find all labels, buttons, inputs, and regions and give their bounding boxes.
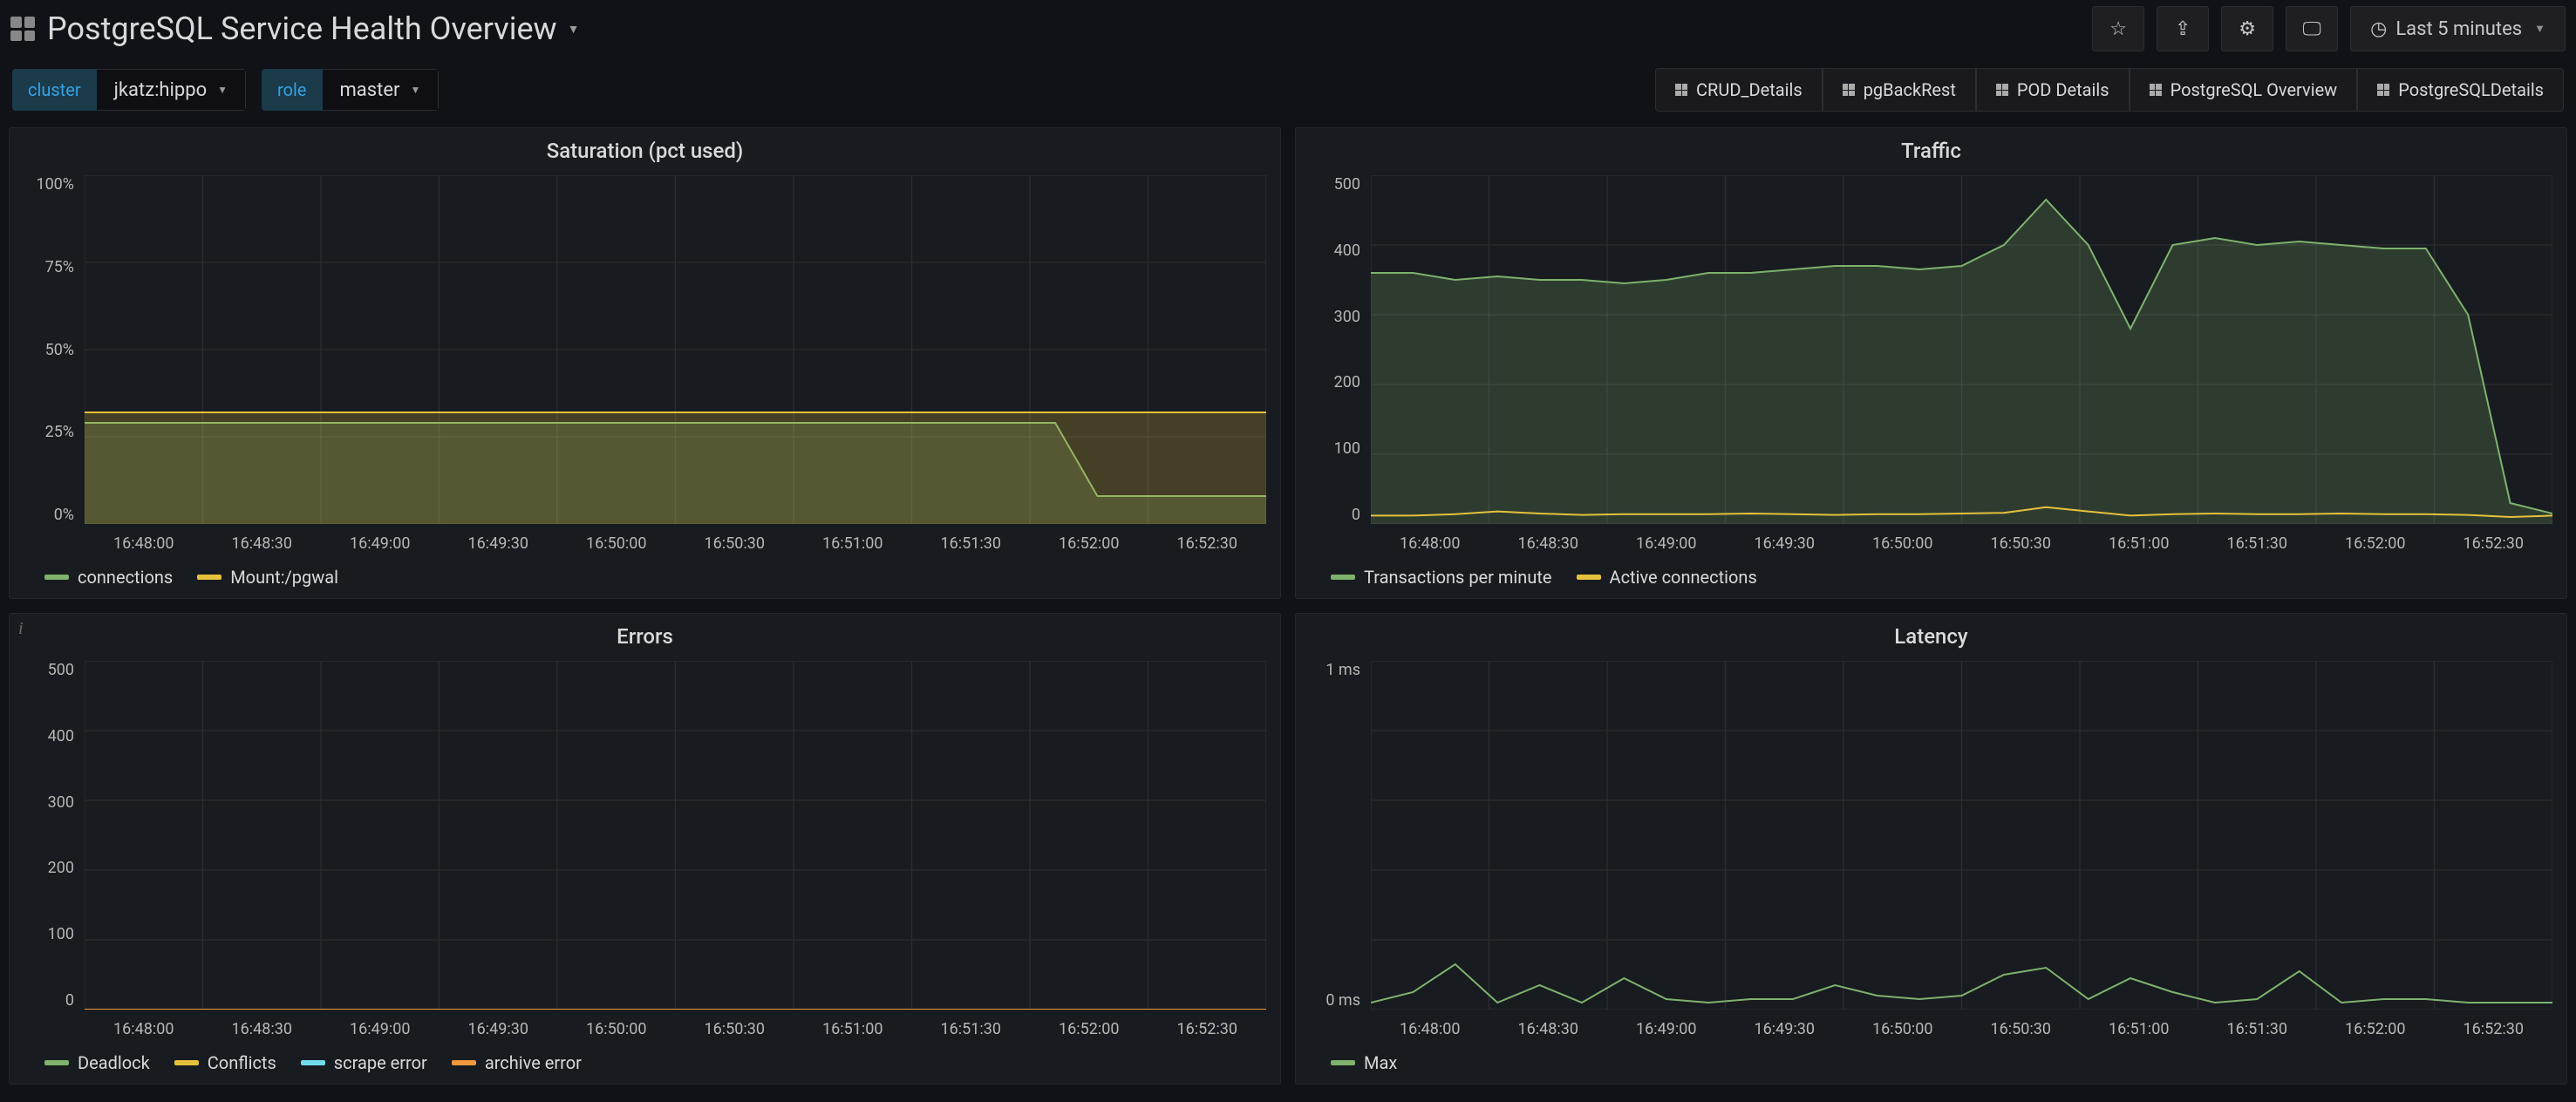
legend-swatch (44, 1060, 69, 1065)
legend-swatch (44, 575, 69, 580)
panels-icon (1996, 84, 2008, 96)
chevron-down-icon: ▼ (410, 84, 420, 96)
dashboard-links: CRUD_Details pgBackRest POD Details Postgre… (1655, 68, 2564, 112)
legend-label: Transactions per minute (1364, 567, 1552, 588)
share-button[interactable]: ⇪ (2157, 6, 2209, 51)
settings-button[interactable]: ⚙ (2221, 6, 2273, 51)
legend-swatch (197, 575, 221, 580)
legend-label: Mount:/pgwal (230, 567, 338, 588)
plot-area (85, 661, 1266, 1010)
nav-link-label: PostgreSQLDetails (2398, 79, 2544, 100)
chevron-down-icon: ▼ (568, 22, 580, 37)
legend-item[interactable]: scrape error (301, 1052, 427, 1073)
legend-item[interactable]: Deadlock (44, 1052, 150, 1073)
share-icon: ⇪ (2175, 18, 2191, 40)
plot-area (1371, 175, 2552, 524)
var-cluster[interactable]: cluster jkatz:hippo ▼ (12, 69, 246, 111)
plot-area (85, 175, 1266, 524)
panels-icon (1843, 84, 1855, 96)
legend-label: Active connections (1610, 567, 1757, 588)
nav-link[interactable]: POD Details (1976, 68, 2130, 112)
nav-link-label: PostgreSQL Overview (2171, 79, 2338, 100)
star-icon: ☆ (2109, 18, 2127, 40)
panel-traffic: Traffic 500400300200100016:48:0016:48:301… (1295, 127, 2567, 599)
x-axis: 16:48:0016:48:3016:49:0016:49:3016:50:00… (10, 1013, 1280, 1044)
info-icon[interactable]: i (18, 619, 24, 639)
legend-item[interactable]: connections (44, 567, 173, 588)
var-cluster-value: jkatz:hippo (114, 79, 208, 101)
y-axis: 1 ms0 ms (1310, 661, 1371, 1010)
legend-item[interactable]: Mount:/pgwal (197, 567, 338, 588)
star-button[interactable]: ☆ (2092, 6, 2144, 51)
nav-link[interactable]: pgBackRest (1823, 68, 1976, 112)
chart: 5004003002001000 (10, 654, 1280, 1013)
chart: 5004003002001000 (1296, 168, 2566, 527)
legend-item[interactable]: Conflicts (174, 1052, 276, 1073)
y-axis: 100%75%50%25%0% (24, 175, 85, 524)
x-axis: 16:48:0016:48:3016:49:0016:49:3016:50:00… (10, 527, 1280, 558)
panels-icon (1675, 84, 1687, 96)
variable-bar: cluster jkatz:hippo ▼ role master ▼ CRUD… (0, 58, 2576, 127)
nav-link-label: POD Details (2017, 79, 2109, 100)
panel-title: Traffic (1296, 128, 2566, 168)
chevron-down-icon: ▼ (217, 84, 228, 96)
time-range-picker[interactable]: ◷ Last 5 minutes ▼ (2350, 6, 2566, 51)
time-range-label: Last 5 minutes (2395, 18, 2522, 40)
legend-label: Deadlock (78, 1052, 150, 1073)
panel-saturation: Saturation (pct used) 100%75%50%25%0%16:4… (9, 127, 1281, 599)
legend-label: connections (78, 567, 173, 588)
var-role[interactable]: role master ▼ (262, 69, 439, 111)
legend-label: Conflicts (208, 1052, 276, 1073)
panel-latency: Latency 1 ms0 ms16:48:0016:48:3016:49:001… (1295, 613, 2567, 1085)
x-axis: 16:48:0016:48:3016:49:0016:49:3016:50:00… (1296, 1013, 2566, 1044)
var-role-label: role (262, 69, 322, 111)
tv-mode-button[interactable]: 🖵 (2286, 6, 2338, 51)
nav-link[interactable]: CRUD_Details (1655, 68, 1823, 112)
legend-item[interactable]: archive error (452, 1052, 582, 1073)
gear-icon: ⚙ (2239, 18, 2256, 40)
nav-link-label: CRUD_Details (1696, 79, 1803, 100)
var-cluster-label: cluster (12, 69, 97, 111)
topbar: PostgreSQL Service Health Overview ▼ ☆ ⇪… (0, 0, 2576, 58)
legend-label: scrape error (334, 1052, 427, 1073)
y-axis: 5004003002001000 (24, 661, 85, 1010)
panel-grid: Saturation (pct used)100%75%50%25%0%16:4… (0, 127, 2576, 1093)
legend-item[interactable]: Active connections (1577, 567, 1757, 588)
panel-title: Errors (10, 614, 1280, 654)
plot-area (1371, 661, 2552, 1010)
dashboard-title: PostgreSQL Service Health Overview (47, 10, 557, 47)
legend-swatch (1577, 575, 1601, 580)
chart: 100%75%50%25%0% (10, 168, 1280, 527)
panel-errors: i Errors 500400300200100016:48:0016:48:30… (9, 613, 1281, 1085)
y-axis: 5004003002001000 (1310, 175, 1371, 524)
monitor-icon: 🖵 (2303, 18, 2321, 40)
legend: Transactions per minute Active connection… (1296, 558, 2566, 598)
panel-title: Saturation (pct used) (10, 128, 1280, 168)
legend-label: archive error (485, 1052, 582, 1073)
chart: 1 ms0 ms (1296, 654, 2566, 1013)
legend-swatch (174, 1060, 199, 1065)
nav-link-label: pgBackRest (1864, 79, 1956, 100)
legend-swatch (1331, 1060, 1355, 1065)
panel-title: Latency (1296, 614, 2566, 654)
dashboards-icon[interactable] (10, 17, 35, 41)
panels-icon (2377, 84, 2389, 96)
var-role-value: master (340, 79, 400, 101)
panels-icon (2150, 84, 2162, 96)
legend-swatch (452, 1060, 476, 1065)
nav-link[interactable]: PostgreSQLDetails (2357, 68, 2564, 112)
legend: Max (1296, 1044, 2566, 1084)
legend-swatch (1331, 575, 1355, 580)
legend: Deadlock Conflicts scrape error archive err… (10, 1044, 1280, 1084)
x-axis: 16:48:0016:48:3016:49:0016:49:3016:50:00… (1296, 527, 2566, 558)
legend-label: Max (1364, 1052, 1397, 1073)
legend-item[interactable]: Transactions per minute (1331, 567, 1552, 588)
legend-item[interactable]: Max (1331, 1052, 1397, 1073)
clock-icon: ◷ (2370, 18, 2387, 40)
nav-link[interactable]: PostgreSQL Overview (2130, 68, 2358, 112)
dashboard-title-dropdown[interactable]: PostgreSQL Service Health Overview ▼ (47, 10, 579, 47)
chevron-down-icon: ▼ (2534, 22, 2545, 36)
legend: connections Mount:/pgwal (10, 558, 1280, 598)
legend-swatch (301, 1060, 325, 1065)
